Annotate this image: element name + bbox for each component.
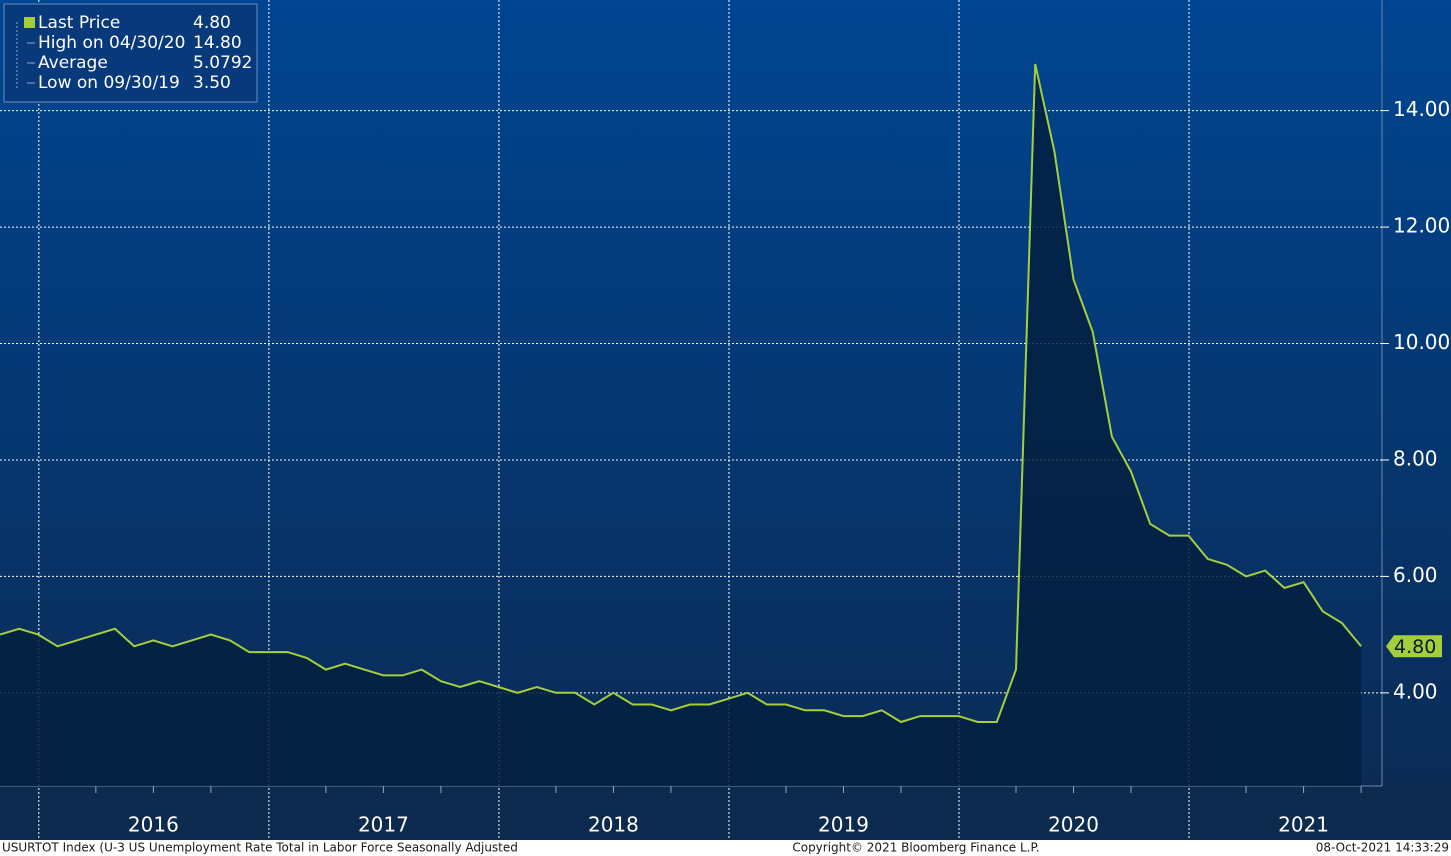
y-tick-label: 12.00: [1393, 214, 1450, 238]
legend: Last Price 4.80 High on 04/30/20 14.80 Avera…: [3, 3, 258, 103]
x-tick-label: 2020: [1048, 813, 1099, 837]
legend-value: 14.80: [193, 33, 242, 53]
x-tick-label: 2017: [358, 813, 409, 837]
y-tick-label: 6.00: [1393, 563, 1438, 587]
legend-value: 3.50: [193, 73, 231, 93]
footer-center: Copyright© 2021 Bloomberg Finance L.P.: [792, 841, 1039, 855]
legend-swatch: [24, 17, 35, 28]
legend-value: 4.80: [193, 13, 231, 33]
x-axis-band: [0, 786, 1451, 840]
footer-left: USURTOT Index (U-3 US Unemployment Rate …: [2, 841, 518, 855]
x-tick-label: 2016: [128, 813, 179, 837]
y-tick-label: 8.00: [1393, 446, 1438, 470]
x-tick-label: 2019: [818, 813, 869, 837]
line: [0, 63, 1362, 724]
legend-label: Average: [38, 53, 108, 73]
x-tick-label: 2021: [1278, 813, 1329, 837]
y-tick-label: 14.00: [1393, 97, 1450, 121]
legend-label: Last Price: [38, 13, 120, 33]
footer-band: [0, 840, 1451, 856]
legend-box: [3, 3, 258, 103]
last-price-label: 4.80: [1394, 636, 1436, 658]
last-price-tag: [1386, 635, 1442, 658]
footer-right: 08-Oct-2021 14:33:29: [1316, 841, 1449, 855]
area: [0, 64, 1362, 786]
y-tick-label: 10.00: [1393, 330, 1450, 354]
legend-label: High on 04/30/20: [38, 33, 185, 53]
y-tick-label: 4.00: [1393, 679, 1438, 703]
x-tick-label: 2018: [588, 813, 639, 837]
legend-label: Low on 09/30/19: [38, 73, 180, 93]
legend-value: 5.0792: [193, 53, 252, 73]
